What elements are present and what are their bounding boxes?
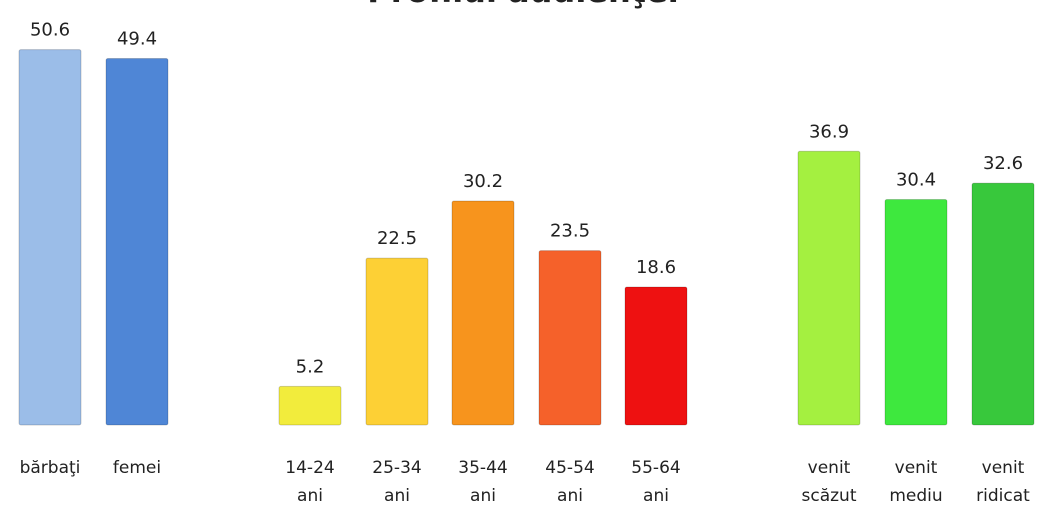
bar	[797, 150, 861, 426]
data-label: 36.9	[809, 121, 849, 142]
data-label: 32.6	[983, 153, 1023, 174]
x-tick-label: 14-24 ani	[285, 458, 335, 506]
chart-title: Profilul audienţei	[367, 0, 679, 10]
data-label: 30.2	[463, 171, 503, 192]
x-tick-label: 55-64 ani	[631, 458, 681, 506]
data-label: 5.2	[296, 356, 325, 377]
x-tick-label: venit mediu	[889, 458, 943, 506]
bar	[624, 286, 688, 426]
x-tick-label: bărbaţi	[19, 458, 81, 478]
bar	[971, 182, 1035, 426]
x-tick-label: venit ridicat	[976, 458, 1030, 506]
bar	[365, 257, 429, 426]
data-label: 18.6	[636, 257, 676, 278]
bar	[538, 250, 602, 426]
x-tick-label: femei	[112, 458, 162, 478]
data-label: 50.6	[30, 20, 70, 41]
bar	[884, 198, 948, 426]
x-tick-label: 35-44 ani	[458, 458, 508, 506]
bar	[451, 200, 515, 426]
x-tick-label: 25-34 ani	[372, 458, 422, 506]
data-label: 22.5	[377, 228, 417, 249]
data-label: 23.5	[550, 221, 590, 242]
x-tick-label: 45-54 ani	[545, 458, 595, 506]
x-tick-label: venit scăzut	[801, 458, 857, 506]
bar	[278, 385, 342, 426]
bar	[105, 58, 169, 426]
data-label: 30.4	[896, 169, 936, 190]
bar	[18, 49, 82, 426]
data-label: 49.4	[117, 29, 157, 50]
